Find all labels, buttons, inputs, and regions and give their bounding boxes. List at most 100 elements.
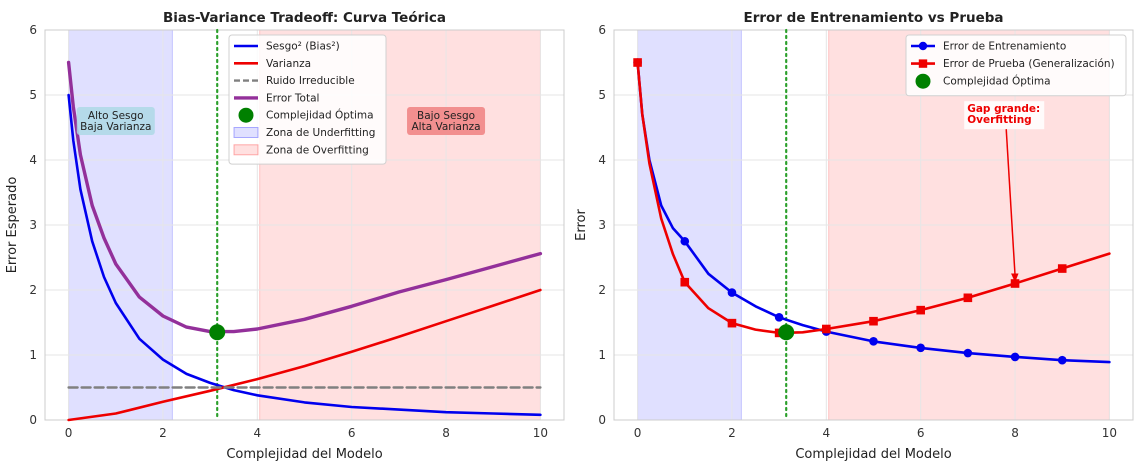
x-axis-label: Complejidad del Modelo [226, 447, 382, 462]
legend-label: Zona de Overfitting [266, 144, 369, 156]
legend-label: Complejidad Óptima [943, 75, 1051, 88]
data-point [1010, 279, 1020, 288]
legend-marker [915, 73, 931, 89]
chart-panel-2: Gap grande:Overfitting 0 2 4 6 8 10 0 1 2 3 4 5 6 Erro… [574, 10, 1134, 462]
data-point [1057, 264, 1067, 273]
legend-item: Complejidad Óptima [915, 73, 1051, 89]
data-point [680, 236, 690, 246]
legend-swatch [233, 144, 259, 156]
legend-item: Zona de Underfitting [233, 127, 375, 139]
legend-box [905, 34, 1127, 97]
data-point [680, 277, 690, 287]
x-tick-label: 6 [348, 426, 356, 440]
y-tick-label: 4 [29, 153, 37, 167]
y-tick-label: 0 [29, 413, 37, 427]
legend-label: Error de Prueba (Generalización) [943, 58, 1115, 70]
arrow-annotation-text: Overfitting [967, 114, 1031, 126]
y-tick-label: 0 [598, 413, 606, 427]
legend-box [228, 34, 387, 165]
legend: Sesgo² (Bias²) Varianza Ruido Irreducible E… [228, 34, 387, 165]
legend-item: Zona de Overfitting [233, 144, 369, 156]
legend-item: Error de Entrenamiento [911, 41, 1066, 53]
series-line-2 [636, 61, 1111, 335]
chart-title: Bias-Variance Tradeoff: Curva Teórica [163, 10, 446, 26]
series-line-4 [66, 60, 543, 334]
y-tick-label: 5 [598, 88, 606, 102]
plot-frame [44, 29, 565, 421]
plot-frame [613, 29, 1134, 421]
x-tick-label: 6 [917, 426, 925, 440]
series-line-1 [636, 61, 1111, 364]
x-tick-label: 10 [533, 426, 548, 440]
legend-item: Ruido Irreducible [234, 75, 355, 87]
data-point [633, 58, 642, 67]
annotation-text: Alta Varianza [412, 121, 481, 133]
annotation-text: Alto Sesgo [88, 110, 144, 122]
annotation-arrow [1005, 129, 1016, 276]
legend: Error de Entrenamiento Error de Prueba (G… [905, 34, 1127, 97]
y-tick-label: 2 [598, 283, 606, 297]
data-point [1057, 355, 1067, 365]
legend-marker [238, 107, 254, 123]
legend-label: Sesgo² (Bias²) [266, 41, 340, 53]
x-axis-label: Complejidad del Modelo [795, 447, 951, 462]
y-tick-label: 1 [29, 348, 37, 362]
data-point [869, 337, 878, 346]
x-tick-label: 10 [1102, 426, 1117, 440]
legend-item: Complejidad Óptima [238, 107, 374, 123]
data-point [774, 313, 784, 322]
legend-item: Error Total [234, 92, 319, 104]
legend-label: Zona de Underfitting [266, 127, 375, 139]
optimal-marker [778, 324, 795, 341]
y-axis-label: Error [574, 209, 589, 241]
x-tick-label: 8 [442, 426, 450, 440]
legend-marker [918, 59, 928, 68]
annotation-box [76, 107, 155, 135]
legend-label: Complejidad Óptima [266, 109, 374, 122]
y-tick-label: 6 [29, 23, 37, 37]
y-tick-label: 3 [598, 218, 606, 232]
arrow-annotation-text: Gap grande: [967, 103, 1040, 115]
legend-marker [918, 41, 928, 51]
x-tick-label: 8 [1011, 426, 1019, 440]
data-point [963, 293, 973, 303]
x-tick-label: 2 [159, 426, 167, 440]
y-tick-label: 3 [29, 218, 37, 232]
chart-title: Error de Entrenamiento vs Prueba [743, 10, 1003, 26]
annotation-text: Bajo Sesgo [417, 110, 475, 122]
data-point [963, 348, 973, 358]
y-tick-label: 1 [598, 348, 606, 362]
legend-item: Varianza [234, 58, 311, 70]
data-point [869, 316, 878, 326]
data-point [1010, 352, 1020, 362]
y-tick-label: 2 [29, 283, 37, 297]
legend-label: Error de Entrenamiento [943, 41, 1066, 53]
data-point [822, 324, 831, 334]
annotation-bg [964, 101, 1045, 130]
x-tick-label: 4 [253, 426, 261, 440]
annotation-text: Baja Varianza [80, 121, 151, 133]
legend-label: Error Total [266, 92, 319, 104]
y-tick-label: 4 [598, 153, 606, 167]
annotation-box [407, 107, 486, 135]
legend-item: Error de Prueba (Generalización) [911, 58, 1115, 70]
legend-swatch [233, 127, 259, 138]
data-point [916, 305, 925, 315]
y-tick-label: 6 [598, 23, 606, 37]
optimal-marker [209, 324, 226, 341]
data-point [916, 343, 925, 353]
legend-label: Varianza [266, 58, 311, 70]
series-line-1 [67, 93, 542, 417]
series-line-2 [67, 288, 542, 422]
annotation-arrowhead [1011, 273, 1019, 283]
data-point [727, 288, 737, 297]
y-axis-label: Error Esperado [5, 177, 20, 274]
x-tick-label: 0 [634, 426, 642, 440]
x-tick-label: 0 [65, 426, 73, 440]
y-tick-label: 5 [29, 88, 37, 102]
legend-item: Sesgo² (Bias²) [234, 41, 340, 53]
legend-label: Ruido Irreducible [266, 75, 355, 87]
